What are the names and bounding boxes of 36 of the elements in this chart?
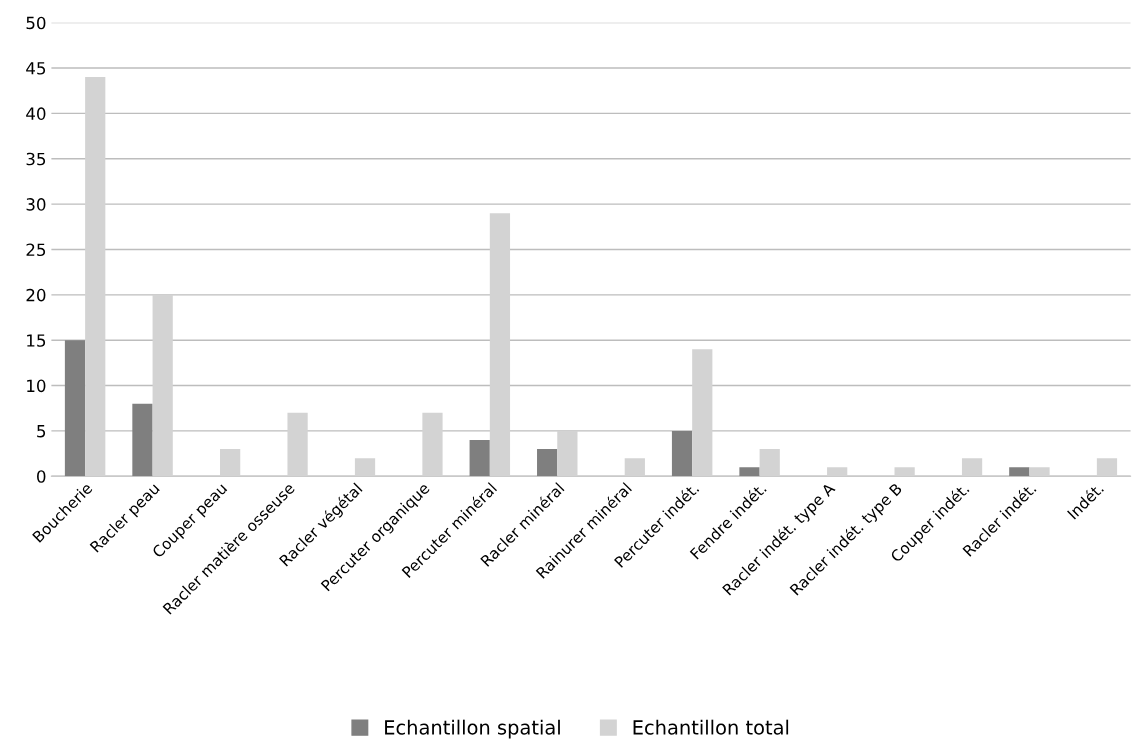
- bar: [692, 349, 713, 477]
- y-tick-label: 5: [37, 425, 46, 438]
- bar: [469, 439, 490, 477]
- bar: [64, 340, 86, 477]
- bar: [961, 458, 983, 477]
- y-tick-label: 15: [27, 334, 46, 347]
- legend-label: Echantillon total: [633, 719, 789, 735]
- bar: [827, 467, 848, 477]
- y-tick-label: 40: [26, 107, 46, 120]
- bar: [1096, 458, 1118, 477]
- bar: [537, 449, 558, 477]
- y-tick-label: 45: [26, 62, 46, 75]
- y-tick-label: 50: [26, 16, 46, 30]
- bar: [152, 294, 173, 477]
- bar: [759, 449, 780, 477]
- bar: [85, 77, 106, 477]
- bar: [132, 403, 153, 477]
- y-tick-label: 10: [27, 379, 46, 393]
- bar: [422, 412, 443, 477]
- y-tick-label: 30: [26, 198, 46, 211]
- y-tick-label: 35: [26, 152, 46, 166]
- bar: [354, 458, 376, 477]
- bar: [287, 412, 308, 477]
- bar: [220, 449, 241, 477]
- bar: [1029, 467, 1050, 477]
- bar: [557, 430, 578, 477]
- bar: [489, 213, 511, 477]
- bar: [739, 467, 760, 477]
- bar: [894, 467, 915, 477]
- y-tick-label: 20: [26, 288, 46, 302]
- legend-label: Echantillon spatial: [385, 719, 560, 739]
- y-tick-label: 25: [26, 243, 46, 257]
- bar: [624, 458, 645, 477]
- y-tick-label: 0: [37, 470, 46, 483]
- bar: [671, 430, 693, 477]
- bar: [1009, 467, 1030, 477]
